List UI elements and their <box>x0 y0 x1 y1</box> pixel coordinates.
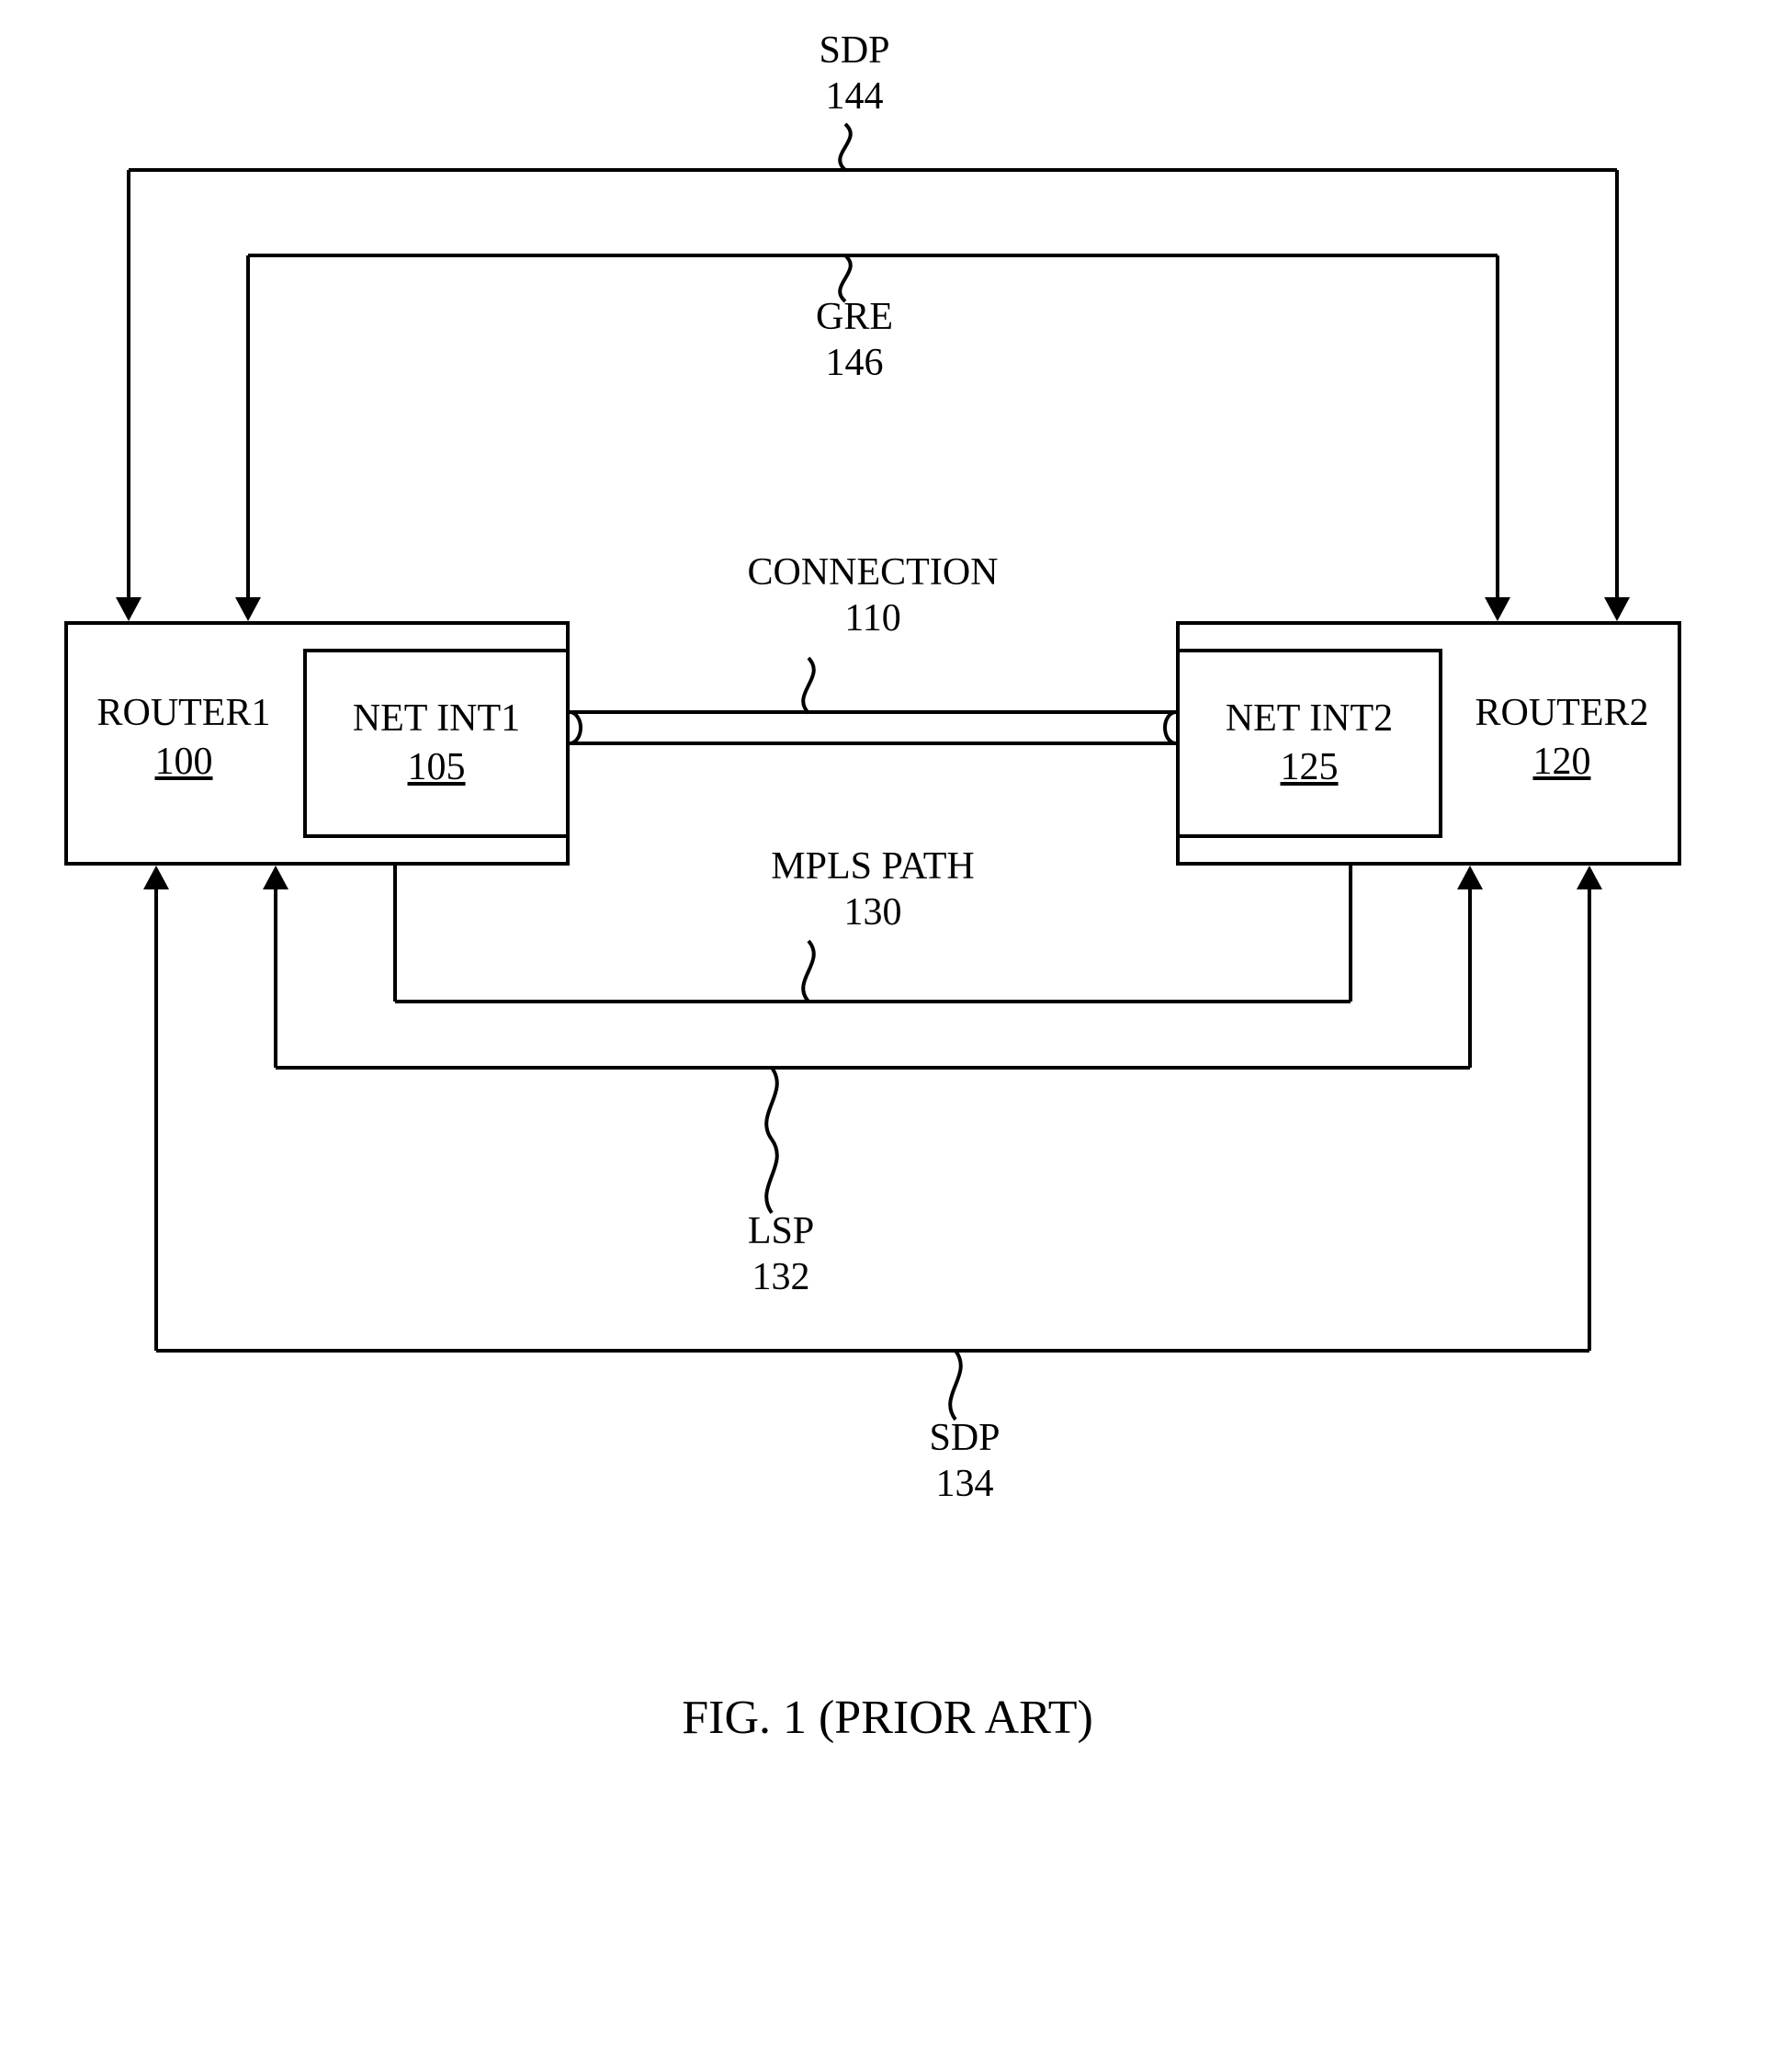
figure-caption-text: FIG. 1 (PRIOR ART) <box>682 1692 1093 1744</box>
label-lsp: LSP 132 <box>726 1208 836 1301</box>
label-sdp-top-num: 144 <box>799 74 910 119</box>
netint1-num: 105 <box>408 746 466 788</box>
netint2-num: 125 <box>1281 746 1339 788</box>
label-lsp-num: 132 <box>726 1254 836 1300</box>
label-connection-num: 110 <box>717 595 1029 641</box>
label-sdp-bot-name: SDP <box>929 1417 1000 1459</box>
figure-caption: FIG. 1 (PRIOR ART) <box>0 1691 1775 1745</box>
label-lsp-name: LSP <box>748 1210 814 1252</box>
router1-num: 100 <box>155 741 213 783</box>
label-gre-num: 146 <box>799 340 910 386</box>
router2-label: ROUTER2 <box>1475 692 1649 734</box>
netint2-label: NET INT2 <box>1226 697 1393 740</box>
label-sdp-bot: SDP 134 <box>910 1415 1020 1508</box>
netint1-label: NET INT1 <box>353 697 520 740</box>
label-sdp-top: SDP 144 <box>799 28 910 120</box>
label-sdp-bot-num: 134 <box>910 1461 1020 1507</box>
box-router1-text: ROUTER1 100 <box>73 689 294 786</box>
label-gre: GRE 146 <box>799 294 910 387</box>
label-mpls-name: MPLS PATH <box>771 845 974 888</box>
label-mpls-num: 130 <box>726 889 1020 935</box>
label-connection: CONNECTION 110 <box>717 549 1029 642</box>
box-netint2-text: NET INT2 125 <box>1181 695 1437 791</box>
label-connection-name: CONNECTION <box>748 551 999 594</box>
router2-num: 120 <box>1533 741 1591 783</box>
router1-label: ROUTER1 <box>97 692 271 734</box>
box-router2-text: ROUTER2 120 <box>1452 689 1672 786</box>
label-mpls: MPLS PATH 130 <box>726 844 1020 936</box>
label-sdp-top-name: SDP <box>819 29 889 72</box>
label-gre-name: GRE <box>816 296 893 338</box>
diagram-canvas: SDP 144 GRE 146 CONNECTION 110 MPLS PATH… <box>0 0 1775 2072</box>
box-netint1-text: NET INT1 105 <box>309 695 564 791</box>
